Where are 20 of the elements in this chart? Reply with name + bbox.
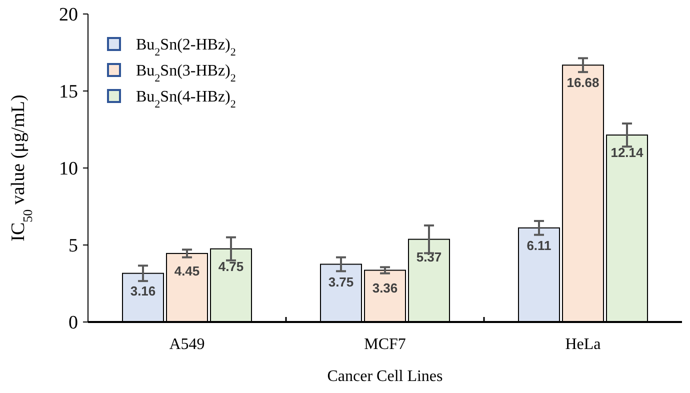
x-tick-label: HeLa [565, 336, 601, 353]
y-tick-label: 5 [68, 236, 78, 257]
data-label: 6.11 [526, 238, 552, 253]
y-tick-label: 0 [68, 312, 78, 334]
x-tick-label: A549 [169, 336, 205, 353]
data-label: 4.45 [174, 263, 200, 278]
legend-label: Bu$_{2}$Sn(4-HBz)$_{2}$ [136, 88, 236, 111]
legend-label: Bu$_{2}$Sn(2-HBz)$_{2}$ [136, 36, 236, 59]
legend-label: Bu$_{2}$Sn(3-HBz)$_{2}$ [136, 62, 236, 85]
data-label: 3.16 [130, 283, 156, 298]
data-label: 16.68 [566, 75, 600, 90]
data-label: 4.75 [218, 258, 244, 274]
data-label: 12.14 [610, 145, 644, 160]
data-label: 3.36 [372, 280, 398, 296]
x-tick-label: MCF7 [364, 336, 406, 353]
y-tick-label: 15 [59, 82, 78, 103]
y-tick-label: 20 [59, 4, 78, 26]
data-label: 3.75 [328, 274, 354, 290]
x-axis-title: Cancer Cell Lines [327, 368, 443, 385]
y-tick-label: 10 [59, 158, 78, 180]
